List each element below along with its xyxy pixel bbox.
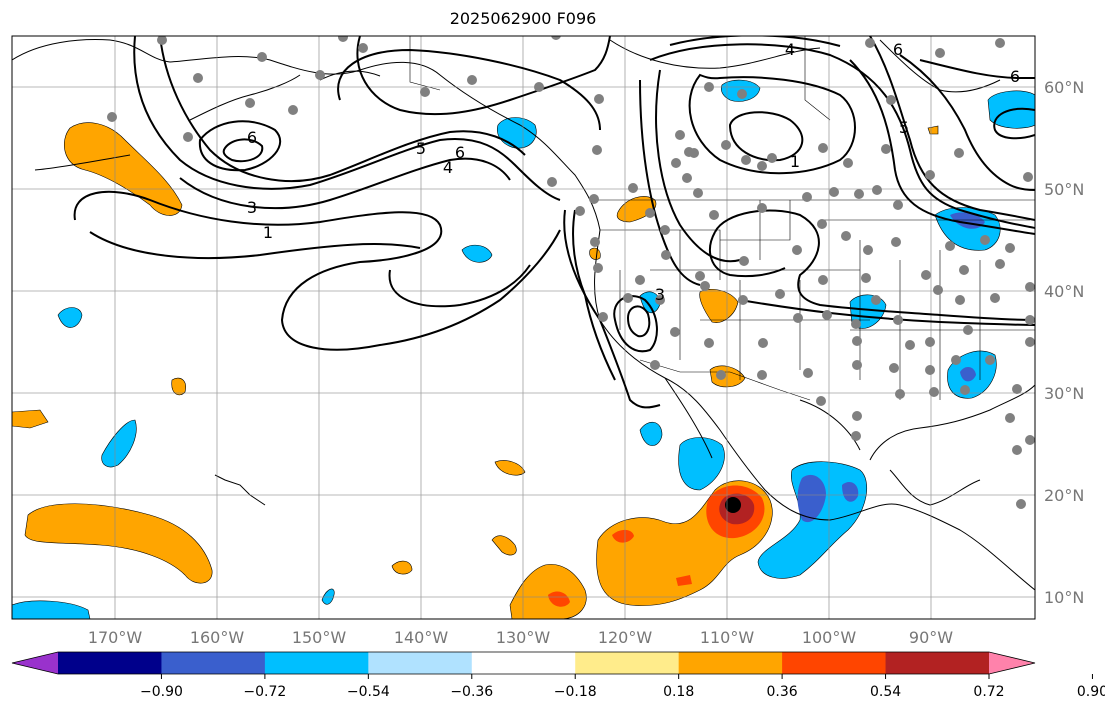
fill-subtropical-positive: [24, 503, 213, 584]
lat-label: 50°N: [1044, 180, 1084, 199]
fill-pacific-negative-2: [57, 307, 83, 328]
fill-mexico-negative-strong: [797, 474, 826, 523]
colorbar-tick-label: 0.72: [973, 684, 1004, 700]
colorbar-segment: [678, 652, 783, 674]
contour-label-group: 6 5 6 4 3 1 4 1 5 6 6 3: [247, 40, 1020, 304]
lon-label: 120°W: [598, 628, 653, 647]
contour-label: 5: [899, 118, 909, 137]
colorbar: −0.90 −0.72 −0.54 −0.36 −0.18 0.18 0.36 0.54 0.7…: [11, 651, 1105, 700]
contour-label: 6: [455, 143, 465, 162]
colorbar-tick-label: −0.18: [554, 684, 597, 700]
lon-label: 130°W: [496, 628, 551, 647]
contour-label: 4: [785, 40, 795, 59]
map-frame: [11, 35, 1036, 620]
fill-east-pacific-positive: [509, 564, 587, 619]
lon-label: 90°W: [909, 628, 953, 647]
colorbar-segment: [368, 652, 473, 674]
colorbar-segment: [575, 652, 680, 674]
lon-label: 170°W: [88, 628, 143, 647]
colorbar-segment: [58, 652, 162, 674]
fill-us-positive-4: [589, 247, 601, 260]
contour-label: 3: [655, 285, 665, 304]
colorbar-tick-label: 0.54: [870, 684, 901, 700]
fill-small-strong-2: [548, 591, 570, 607]
colorbar-segment: [782, 652, 887, 674]
contour-label: 1: [263, 223, 273, 242]
colorbar-segment: [471, 652, 576, 674]
contour-label: 6: [1010, 67, 1020, 86]
lat-label: 40°N: [1044, 282, 1084, 301]
latitude-labels: 60°N 50°N 40°N 30°N 20°N 10°N: [1044, 78, 1084, 607]
fill-west-edge-positive: [12, 409, 49, 429]
fill-pacific-negative-3: [101, 419, 137, 468]
fill-baja-negative-2: [639, 422, 663, 446]
colorbar-segment: [885, 652, 990, 674]
fill-small-strong-1: [612, 529, 634, 543]
lon-label: 100°W: [802, 628, 857, 647]
colorbar-tick-label: 0.36: [767, 684, 798, 700]
hurricane-center: [725, 497, 741, 513]
gridlines: [12, 36, 1035, 619]
lon-label: 140°W: [394, 628, 449, 647]
anomaly-fills: [12, 79, 1035, 619]
coastlines: [12, 39, 1035, 591]
fill-small-positive-4: [494, 460, 526, 476]
fill-pacific-negative-1: [461, 244, 493, 263]
fill-small-strong-3: [676, 575, 692, 586]
colorbar-tick-label: −0.72: [243, 684, 286, 700]
lat-label: 20°N: [1044, 486, 1084, 505]
lat-label: 30°N: [1044, 384, 1084, 403]
colorbar-tick-label: 0.90: [1077, 684, 1105, 700]
lon-label: 150°W: [292, 628, 347, 647]
contour-label: 5: [416, 139, 426, 158]
lon-label: 160°W: [190, 628, 245, 647]
longitude-labels: 170°W 160°W 150°W 140°W 130°W 120°W 110°…: [88, 628, 953, 647]
fill-small-positive-3: [491, 535, 517, 556]
fill-mexico-negative-strong-2: [842, 482, 859, 502]
map-title: 2025062900 F096: [449, 9, 597, 28]
contour-label: 1: [790, 152, 800, 171]
colorbar-outline: [11, 651, 1036, 675]
lat-label: 10°N: [1044, 588, 1084, 607]
colorbar-segment: [264, 652, 369, 674]
colorbar-tick-label: 0.18: [663, 684, 694, 700]
colorbar-tick-label: −0.36: [450, 684, 493, 700]
colorbar-tick-label: −0.54: [347, 684, 390, 700]
contour-lines: [73, 36, 1035, 409]
contour-label: 4: [443, 158, 453, 177]
fill-pacific-negative-4: [12, 600, 91, 619]
fill-small-positive-1: [171, 377, 186, 396]
fill-aleutian-positive: [64, 122, 183, 216]
colorbar-tick-label: −0.90: [140, 684, 183, 700]
contour-label: 6: [247, 128, 257, 147]
fill-small-positive-2: [391, 560, 413, 575]
fill-us-positive-2: [699, 289, 739, 323]
colorbar-extend-max: [989, 652, 1035, 674]
colorbar-extend-min: [12, 652, 58, 674]
fill-gulf-negative-strong: [960, 366, 976, 382]
fill-us-positive-5: [927, 125, 939, 135]
colorbar-segment: [161, 652, 266, 674]
lon-label: 110°W: [700, 628, 755, 647]
contour-label: 6: [893, 40, 903, 59]
station-markers: [107, 36, 1035, 509]
fill-baja-negative: [678, 437, 725, 491]
lat-label: 60°N: [1044, 78, 1084, 97]
contour-label: 3: [247, 198, 257, 217]
